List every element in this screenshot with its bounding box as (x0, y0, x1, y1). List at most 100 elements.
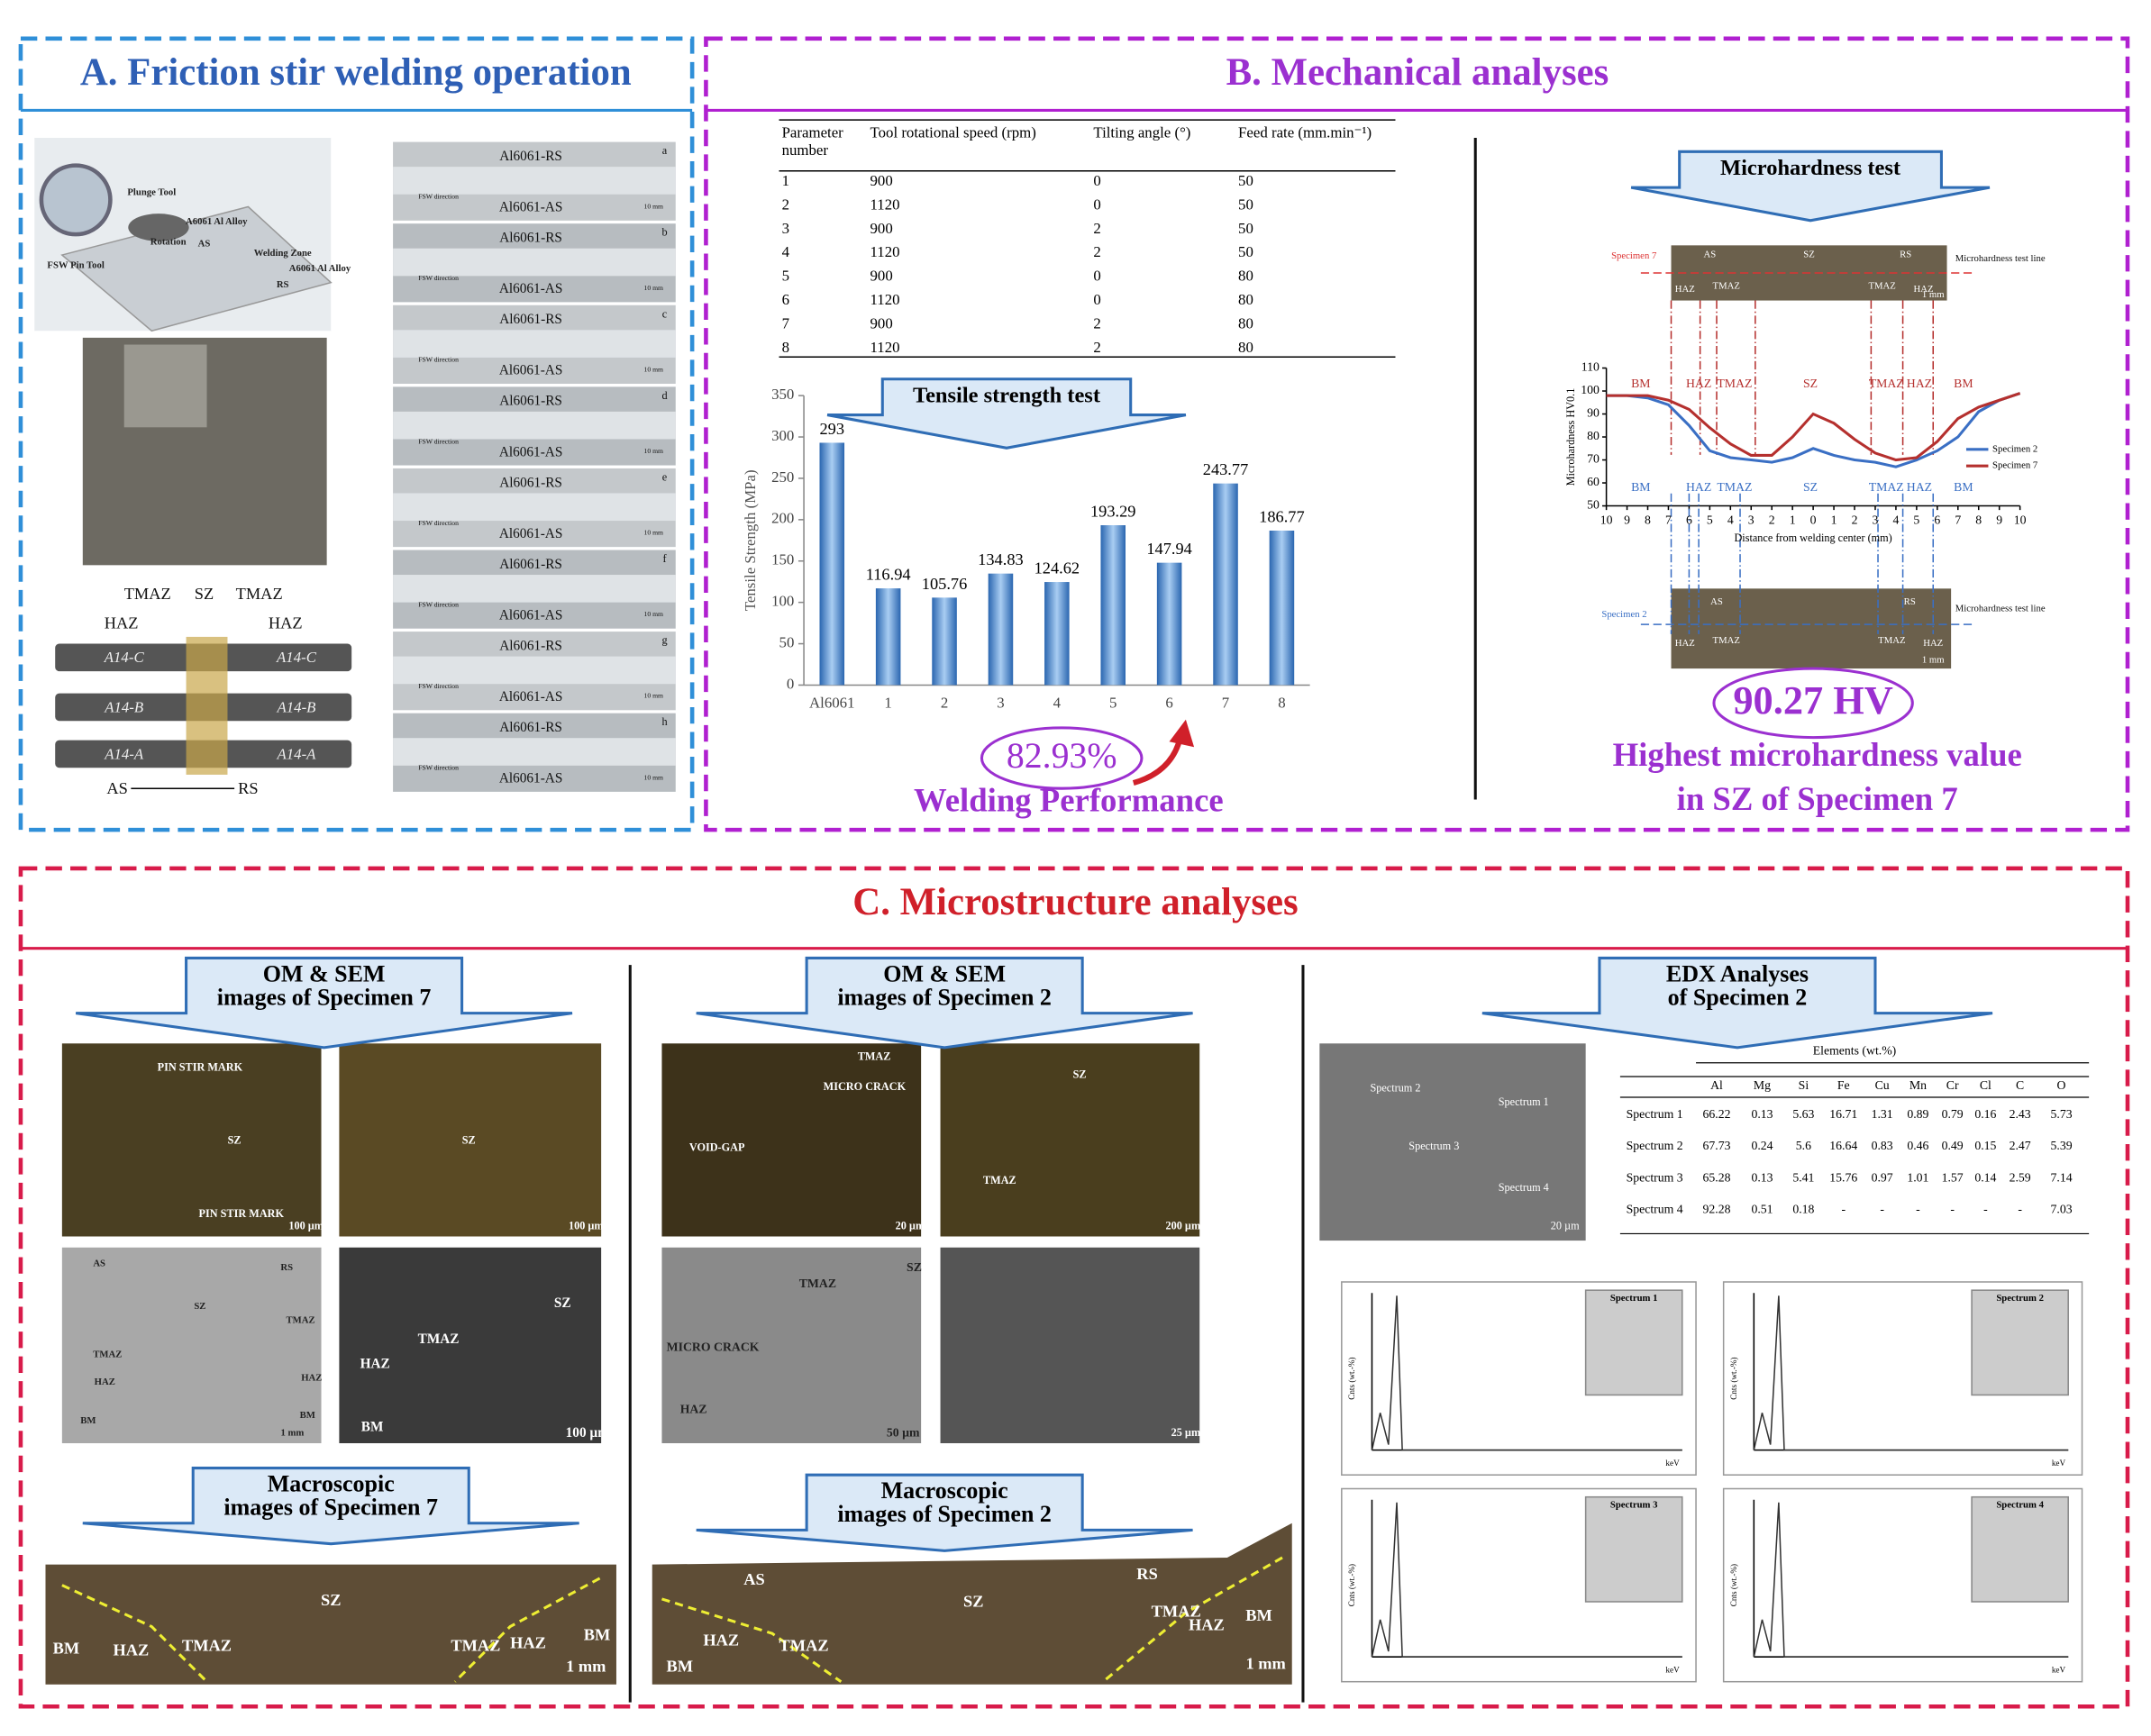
strip-label: Al6061-RS (499, 720, 562, 735)
zone-line (1102, 1556, 1283, 1683)
table-cell: Spectrum 4 (1627, 1203, 1683, 1216)
spectrum-legend (1971, 1289, 2069, 1396)
image-label: HAZ (1675, 284, 1695, 295)
table-cell: 65.28 (1703, 1170, 1731, 1184)
image-label: SZ (1073, 1068, 1087, 1080)
image-label: A14-C (276, 649, 317, 666)
table-header: Feed rate (mm.min⁻¹) (1238, 123, 1372, 141)
x-axis-label: Distance from welding center (mm) (1734, 532, 1891, 544)
strip-label: Al6061-AS (499, 607, 563, 623)
table-cell: 0.15 (1974, 1139, 1996, 1152)
bar (932, 597, 957, 686)
image-label: Microhardness test line (1955, 604, 2046, 614)
strip-label: Al6061-AS (499, 281, 563, 296)
table-cell: 1.57 (1942, 1170, 1964, 1184)
image-label: BM (300, 1410, 315, 1421)
table-cell: 7.14 (2050, 1170, 2072, 1184)
image-label: RS (280, 1262, 293, 1273)
image-label: 1 mm (1922, 654, 1945, 665)
table-header: Cu (1875, 1078, 1890, 1092)
image-label: BM (361, 1420, 384, 1435)
foreground-layer: A. Friction stir welding operation B. Me… (47, 51, 2072, 1676)
image-label: RS (1900, 250, 1911, 260)
image-label: A14-A (276, 745, 316, 762)
image-label: TMAZ (1713, 281, 1740, 292)
x-tick-label: 5 (1707, 514, 1713, 527)
image-label: HAZ (113, 1641, 149, 1659)
table-cell: 80 (1238, 339, 1253, 356)
image-label: RS (277, 279, 289, 290)
x-tick-label: 7 (1222, 695, 1229, 712)
strip-label: Al6061-RS (499, 557, 562, 572)
table-cell: 0 (1093, 195, 1100, 213)
spectrum-x-unit: keV (1665, 1666, 1680, 1675)
image-label: TMAZ (1878, 635, 1905, 646)
micrograph (1671, 588, 1952, 669)
image-label: BM (667, 1658, 694, 1676)
panel-title: A. Friction stir welding operation (80, 51, 632, 94)
strip-direction: FSW direction (418, 193, 459, 201)
image-label: HAZ (360, 1356, 390, 1371)
strip-direction: FSW direction (418, 519, 459, 527)
y-tick-label: 50 (779, 633, 795, 650)
value-label: 105.76 (922, 575, 968, 593)
image-label: TMAZ (779, 1637, 829, 1655)
table-cell: 8 (782, 339, 789, 356)
image-label: TMAZ (983, 1174, 1016, 1186)
sem-image (940, 1247, 1200, 1444)
highlight-label: Highest microhardness value (1613, 736, 2022, 773)
y-tick-label: 250 (771, 468, 794, 486)
table-cell: - (1841, 1203, 1846, 1216)
image-label: FSW Pin Tool (47, 260, 104, 271)
weld-bead (393, 248, 676, 277)
image-label: HAZ (1923, 638, 1943, 649)
image-label: MICRO CRACK (667, 1341, 760, 1354)
x-tick-label: 2 (1852, 514, 1858, 527)
banner-text: Macroscopic (881, 1477, 1008, 1504)
table-header: number (782, 141, 829, 159)
table-cell: 50 (1238, 172, 1253, 189)
strip-letter: b (661, 226, 667, 239)
x-tick-label: 0 (1810, 514, 1817, 527)
image-label: 25 µm (1171, 1426, 1201, 1439)
image-label: TMAZ (1868, 281, 1895, 292)
y-axis-label: Tensile Strength (MPa) (742, 469, 759, 611)
x-tick-label: 1 (884, 695, 891, 712)
sem-image (1319, 1043, 1586, 1241)
strip-letter: h (661, 715, 667, 728)
table-cell: 50 (1238, 220, 1253, 237)
table-cell: 80 (1238, 268, 1253, 285)
table-cell: 80 (1238, 315, 1253, 332)
image-label: AS (93, 1259, 105, 1269)
table-cell: 67.73 (1703, 1139, 1731, 1152)
zone-line (453, 1577, 601, 1683)
image-label: TMAZ (182, 1637, 232, 1655)
image-label: HAZ (680, 1402, 707, 1415)
x-tick-label: 8 (1278, 695, 1285, 712)
banner-arrow (1630, 150, 1991, 223)
image-label: 1 mm (566, 1658, 606, 1676)
zone-label: TMAZ (1869, 377, 1904, 390)
table-cell: 0.18 (1792, 1203, 1814, 1216)
image-label: Specimen 2 (1601, 609, 1646, 620)
banner-arrow (82, 1467, 579, 1546)
image-label: BM (80, 1415, 96, 1426)
image-label: 1 mm (1922, 289, 1945, 300)
image-label: Spectrum 4 (1499, 1181, 1549, 1194)
y-tick-label: 350 (771, 386, 794, 403)
x-tick-label: 6 (1934, 514, 1940, 527)
table-header: Tool rotational speed (rpm) (870, 123, 1036, 141)
panel-title: B. Mechanical analyses (1226, 51, 1609, 94)
y-tick-label: 150 (771, 551, 794, 568)
panel-title: C. Microstructure analyses (852, 881, 1298, 923)
table-cell: 92.28 (1703, 1203, 1731, 1216)
x-tick-label: 6 (1686, 514, 1692, 527)
strip-direction: FSW direction (418, 356, 459, 364)
scale-label: 10 mm (644, 692, 663, 700)
x-tick-label: 1 (1831, 514, 1837, 527)
x-tick-label: 9 (1996, 514, 2002, 527)
table-cell: 0.46 (1907, 1139, 1928, 1152)
legend-label: Specimen 7 (1992, 460, 2038, 471)
image-label: RS (1136, 1565, 1157, 1583)
